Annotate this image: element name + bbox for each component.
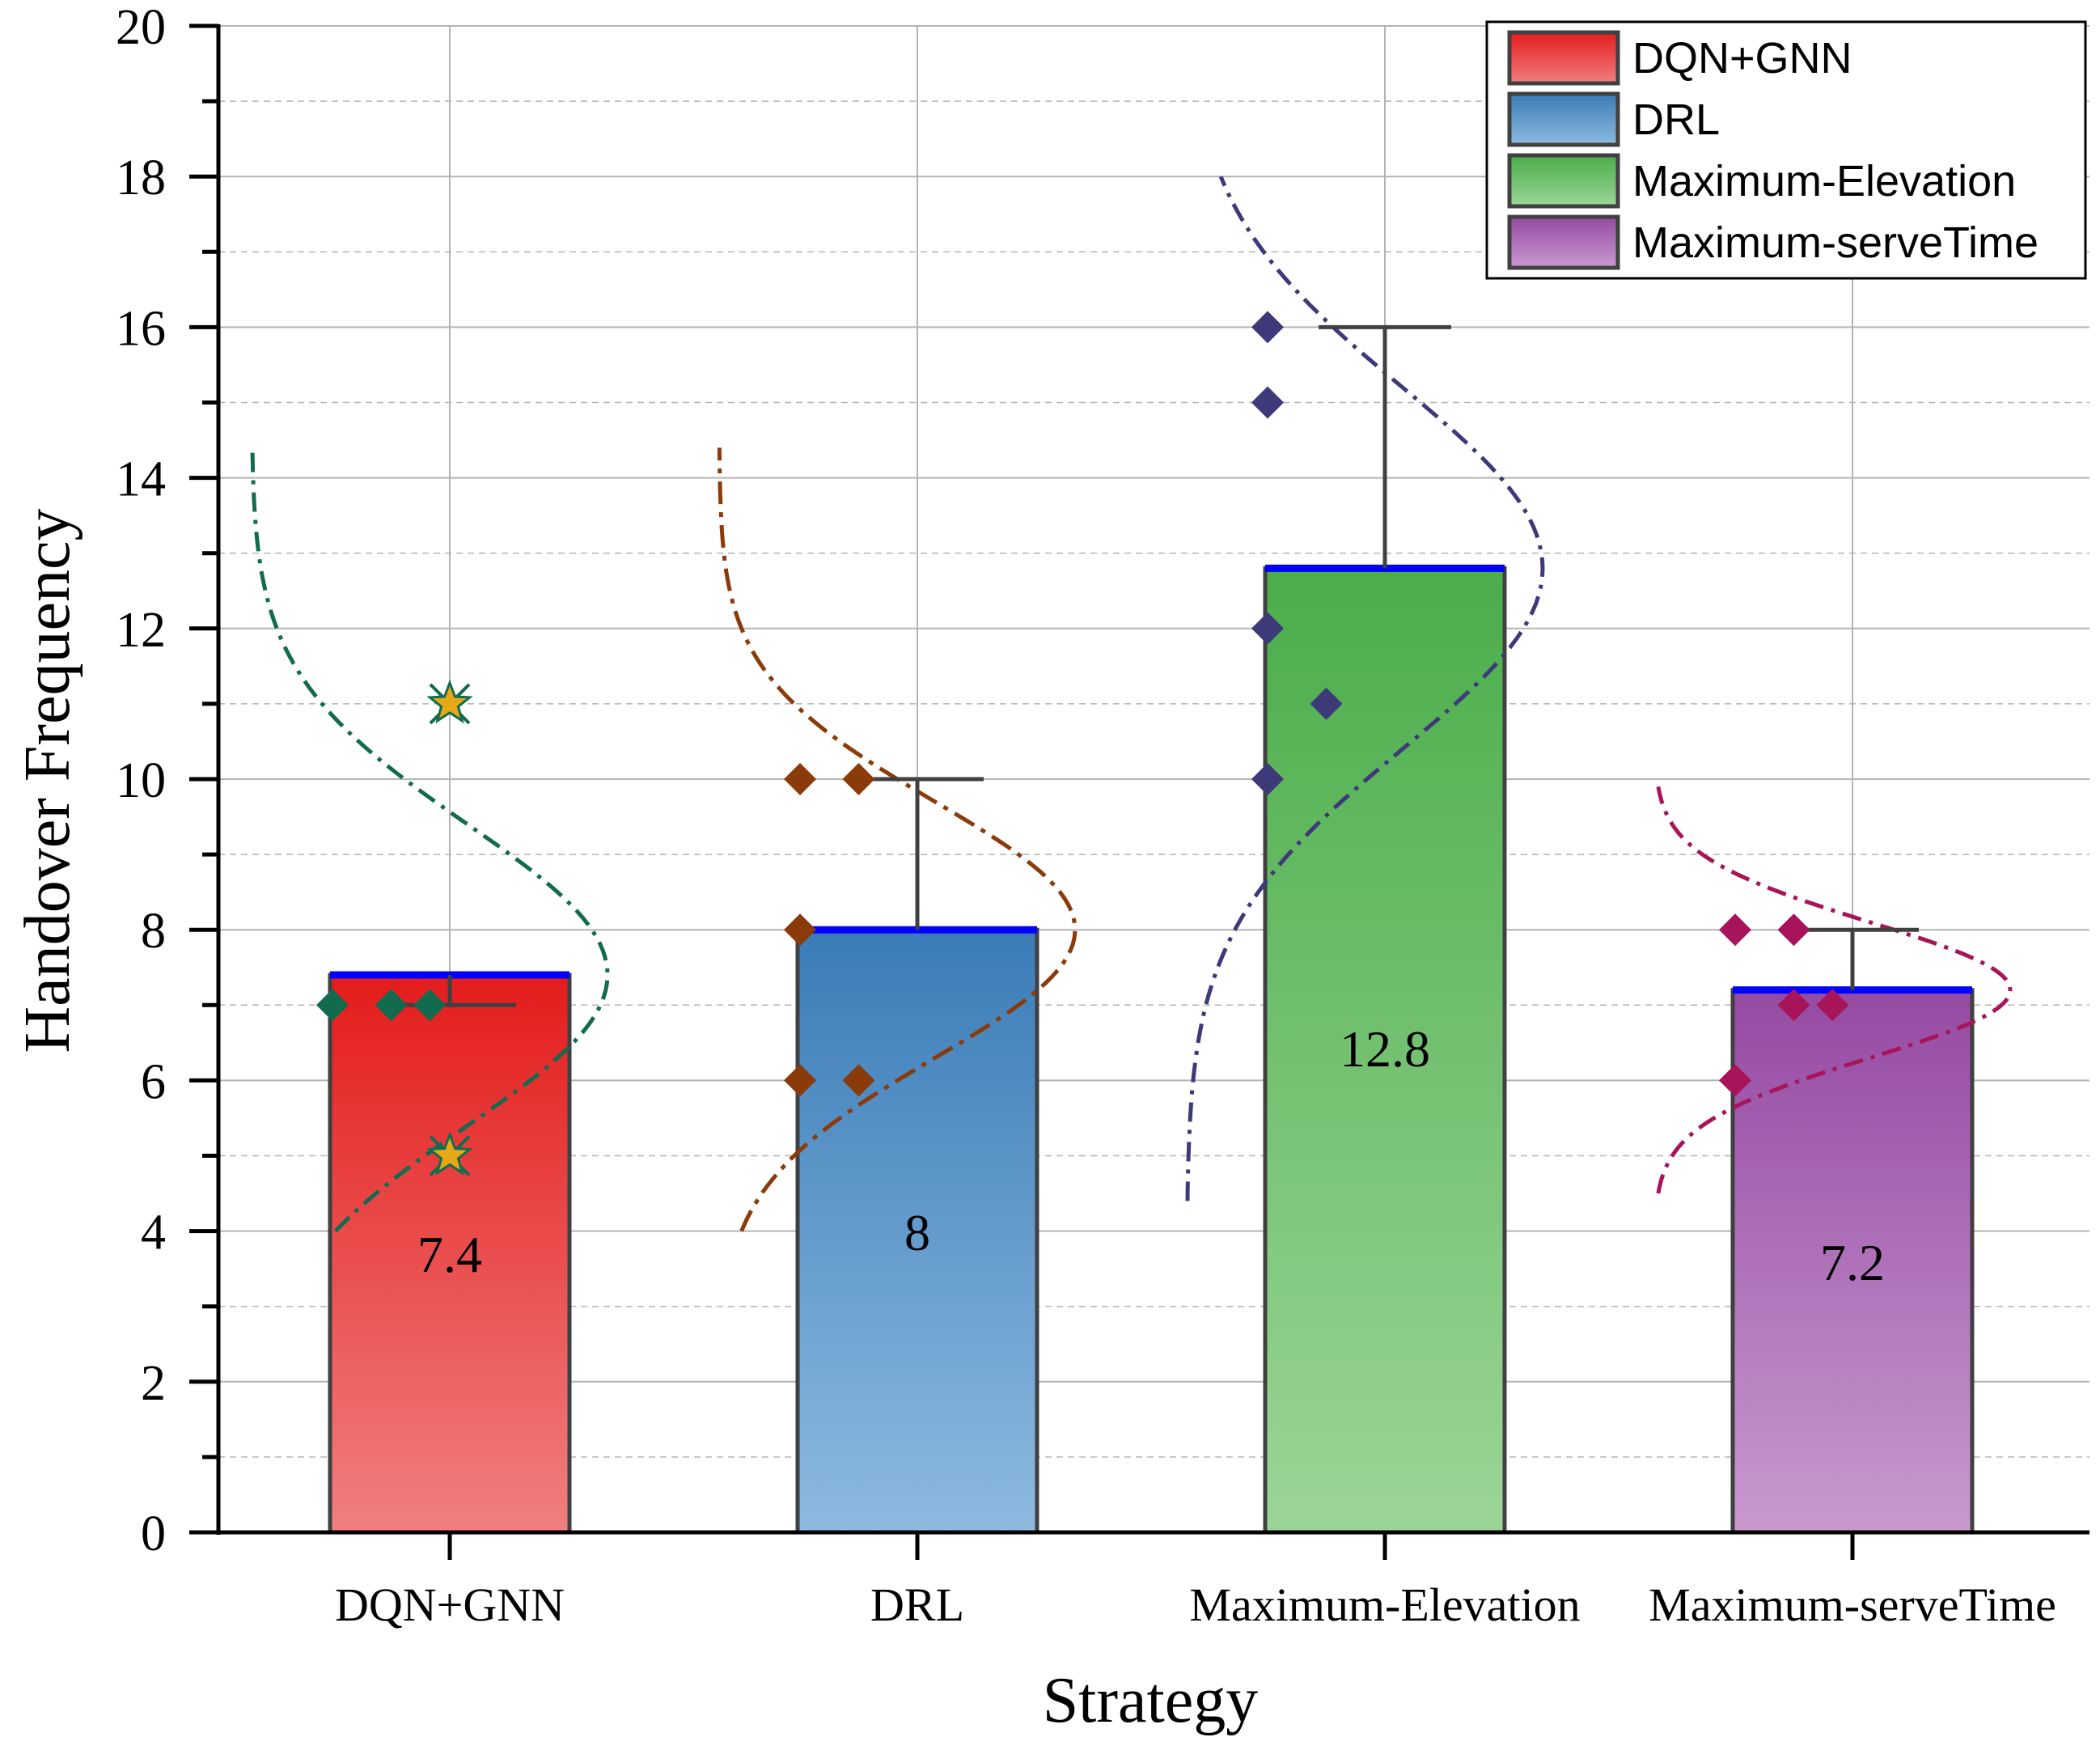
data-point-star: [426, 679, 473, 724]
data-point: [842, 763, 875, 795]
x-tick-label-maximum-elevation: Maximum-Elevation: [1189, 1578, 1580, 1631]
data-point: [1816, 989, 1849, 1022]
legend-label-drl: DRL: [1632, 95, 1720, 144]
data-point: [1719, 1064, 1751, 1097]
y-tick-label: 4: [141, 1206, 166, 1261]
data-point: [1777, 989, 1810, 1022]
value-labels: 7.4 8 12.8 7.2: [417, 1020, 1885, 1291]
error-bars: [383, 324, 1919, 1007]
x-tick-label-maximum-servetime: Maximum-serveTime: [1649, 1578, 2056, 1631]
data-point: [1777, 913, 1810, 947]
y-tick-label: 12: [116, 603, 166, 658]
y-tick-label: 6: [141, 1054, 166, 1109]
y-tick-label: 10: [116, 753, 166, 808]
legend-label-dqn-gnn: DQN+GNN: [1632, 34, 1852, 83]
bars: [328, 564, 1975, 1535]
distribution-curve-dqn-gnn: [250, 447, 610, 1233]
value-label-drl: 8: [904, 1204, 930, 1261]
value-label-dqn-gnn: 7.4: [417, 1226, 482, 1283]
data-point: [784, 1064, 816, 1097]
data-point: [1251, 386, 1284, 419]
legend-swatch-drl: [1507, 91, 1620, 147]
x-axis-title: Strategy: [1043, 1665, 1259, 1736]
data-point: [1719, 913, 1751, 947]
y-tick-label: 2: [141, 1356, 166, 1411]
legend-swatch-maximum-servetime: [1507, 214, 1620, 270]
legend-swatch-dqn-gnn: [1507, 30, 1620, 86]
data-point: [1251, 763, 1284, 795]
y-axis-title: Handover Frequency: [12, 508, 83, 1053]
data-point: [784, 913, 816, 947]
legend-swatch-maximum-elevation: [1507, 153, 1620, 209]
distribution-curve-drl: [717, 447, 1078, 1232]
bar-drl: [795, 927, 1039, 1535]
legend: DQN+GNN DRL Maximum-Elevation Maximum-serve…: [1485, 20, 2087, 280]
data-point: [1251, 311, 1284, 344]
data-point: [413, 989, 447, 1022]
data-point: [1310, 687, 1343, 720]
distribution-curve-maximum-elevation: [1185, 176, 1545, 1201]
legend-label-maximum-servetime: Maximum-serveTime: [1632, 218, 2039, 267]
y-tick-label: 14: [116, 452, 166, 507]
y-tick-label: 20: [116, 0, 166, 55]
bar-maximum-elevation: [1263, 566, 1507, 1535]
data-point: [1251, 612, 1284, 645]
y-tick-label: 16: [116, 301, 166, 356]
y-tick-label: 18: [116, 150, 166, 206]
data-point: [316, 989, 349, 1022]
axes: 0 2 4 6 8 10 12 14 16 18 20 DQN+GNN DRL Maximum-Eleva…: [116, 0, 2089, 1631]
y-tick-label: 8: [141, 904, 166, 959]
distribution-curve-maximum-servetime: [1656, 786, 2013, 1194]
data-point-star: [426, 1131, 473, 1176]
legend-label-maximum-elevation: Maximum-Elevation: [1632, 157, 2016, 206]
data-point: [784, 763, 816, 795]
bar-maximum-servetime: [1730, 988, 1975, 1535]
x-tick-label-drl: DRL: [870, 1578, 964, 1631]
data-point: [842, 1064, 875, 1097]
data-point: [375, 989, 408, 1022]
data-points: [316, 311, 1849, 1176]
x-tick-label-dqn-gnn: DQN+GNN: [335, 1578, 565, 1631]
value-label-maximum-elevation: 12.8: [1340, 1020, 1430, 1078]
bar-dqn-gnn: [328, 972, 572, 1535]
value-label-maximum-servetime: 7.2: [1820, 1234, 1885, 1291]
y-tick-label: 0: [141, 1506, 166, 1561]
